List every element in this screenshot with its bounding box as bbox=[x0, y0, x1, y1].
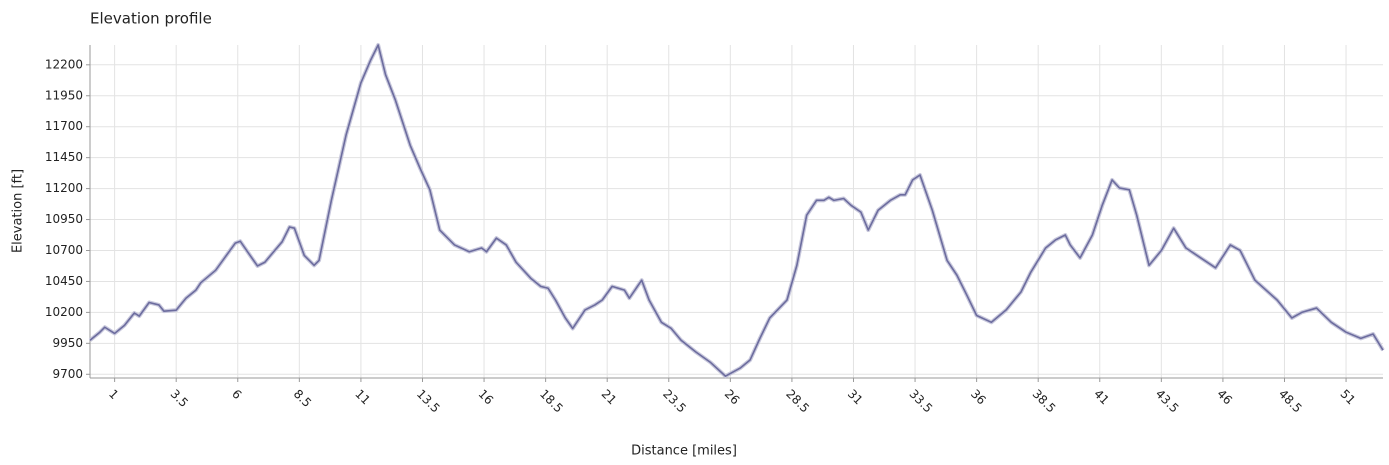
x-tick-label: 33.5 bbox=[906, 387, 935, 416]
x-tick-label: 11 bbox=[352, 387, 373, 408]
x-tick-label: 43.5 bbox=[1153, 387, 1182, 416]
x-tick-label: 41 bbox=[1091, 387, 1112, 408]
y-tick-label: 9700 bbox=[52, 367, 83, 381]
y-tick-label: 9950 bbox=[52, 336, 83, 350]
x-tick-label: 13.5 bbox=[414, 387, 443, 416]
y-tick-label: 10200 bbox=[45, 305, 83, 319]
y-tick-label: 12200 bbox=[45, 57, 83, 71]
y-tick-label: 11700 bbox=[45, 119, 83, 133]
x-tick-label: 28.5 bbox=[783, 387, 812, 416]
x-tick-label: 26 bbox=[722, 387, 743, 408]
y-tick-label: 11950 bbox=[45, 88, 83, 102]
x-tick-label: 51 bbox=[1337, 387, 1358, 408]
x-tick-label: 18.5 bbox=[537, 387, 566, 416]
x-tick-label: 31 bbox=[845, 387, 866, 408]
y-tick-label: 11200 bbox=[45, 181, 83, 195]
y-tick-label: 11450 bbox=[45, 150, 83, 164]
x-axis-label: Distance [miles] bbox=[631, 444, 737, 459]
x-tick-label: 6 bbox=[229, 387, 244, 402]
x-tick-label: 23.5 bbox=[660, 387, 689, 416]
x-tick-label: 16 bbox=[475, 387, 496, 408]
chart-title: Elevation profile bbox=[90, 10, 212, 28]
y-tick-label: 10700 bbox=[45, 243, 83, 257]
x-tick-label: 21 bbox=[599, 387, 620, 408]
x-tick-label: 36 bbox=[968, 387, 989, 408]
y-tick-label: 10450 bbox=[45, 274, 83, 288]
x-tick-label: 46 bbox=[1214, 387, 1235, 408]
x-tick-label: 1 bbox=[106, 387, 121, 402]
x-tick-label: 48.5 bbox=[1276, 387, 1305, 416]
y-tick-label: 10950 bbox=[45, 212, 83, 226]
x-tick-label: 38.5 bbox=[1030, 387, 1059, 416]
line bbox=[89, 44, 1384, 377]
x-tick-label: 3.5 bbox=[168, 387, 191, 410]
y-axis-label: Elevation [ft] bbox=[11, 169, 26, 253]
line-shadow bbox=[88, 43, 1385, 379]
x-tick-label: 8.5 bbox=[291, 387, 314, 410]
